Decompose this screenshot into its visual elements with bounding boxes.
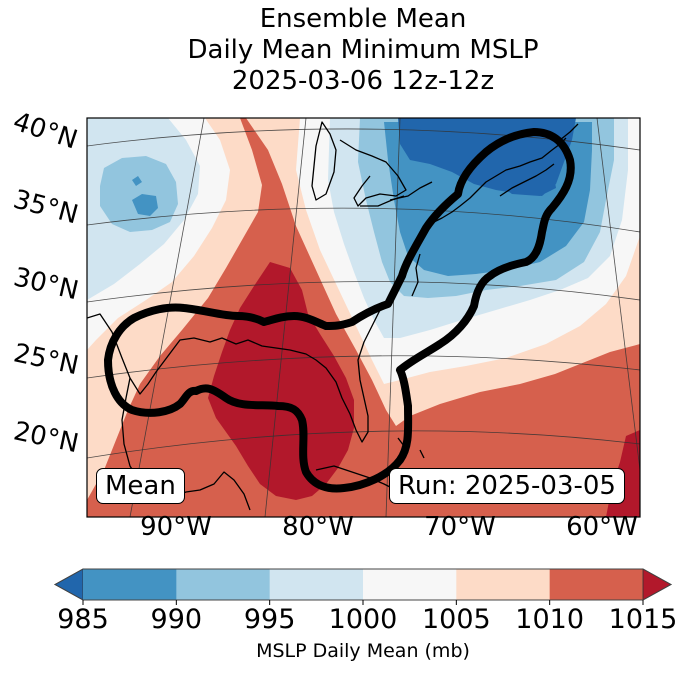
lon-label-80w: 80°W — [282, 512, 354, 542]
colorbar-tick-label: 990 — [150, 604, 203, 635]
colorbar-bin-990-995 — [176, 569, 271, 600]
colorbar-bin-1000-1005 — [363, 569, 457, 600]
colorbar-bin-1005-1010 — [456, 569, 551, 600]
colorbar-tick-label: 1015 — [608, 604, 678, 635]
title-line-3: 2025-03-06 12z-12z — [231, 66, 495, 96]
mslp-field — [87, 118, 640, 517]
coastlines — [87, 121, 579, 511]
title-block: Ensemble Mean Daily Mean Minimum MSLP 20… — [0, 4, 688, 97]
colorbar-bin-985-990 — [83, 569, 177, 600]
map-frame — [86, 117, 641, 518]
colorbar-tick-label: 1010 — [515, 604, 585, 635]
lon-label-90w: 90°W — [140, 512, 212, 542]
colorbar-tick-label: 1000 — [328, 604, 398, 635]
colorbar-bin-995-1000 — [269, 569, 364, 600]
band-985-990-west — [132, 176, 158, 216]
colorbar-label: MSLP Daily Mean (mb) — [256, 640, 470, 662]
band-above-1015-gulf — [208, 262, 354, 500]
colorbar-bin-1010-1015 — [549, 569, 644, 600]
colorbar-tick-label: 995 — [243, 604, 296, 635]
mean-badge: Mean — [96, 468, 185, 504]
region-outline-contour — [104, 128, 575, 493]
colorbar-extend-low — [54, 568, 84, 601]
lon-label-60w: 60°W — [566, 512, 638, 542]
lon-label-70w: 70°W — [424, 512, 496, 542]
colorbar — [53, 568, 673, 605]
run-date-badge: Run: 2025-03-05 — [389, 468, 625, 504]
colorbar-extend-high — [642, 568, 672, 601]
title-line-1: Ensemble Mean — [259, 4, 467, 34]
colorbar-tick-label: 1005 — [421, 604, 491, 635]
longitude-gridlines — [129, 118, 640, 517]
title-line-2: Daily Mean Minimum MSLP — [187, 35, 539, 65]
band-990-995-west — [100, 156, 178, 232]
colorbar-tick-label: 985 — [57, 604, 109, 635]
latitude-gridlines — [87, 128, 640, 459]
